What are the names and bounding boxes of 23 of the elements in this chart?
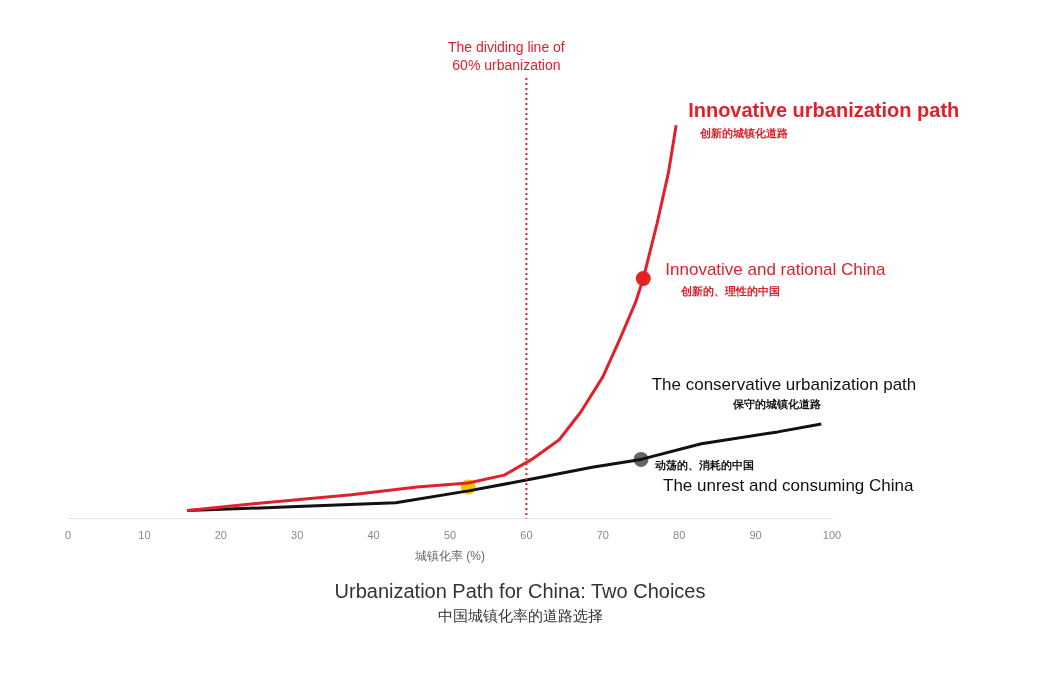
annotation: Innovative urbanization path [688, 99, 960, 122]
x-tick-label: 40 [367, 529, 380, 542]
x-tick-label: 50 [443, 529, 457, 542]
annotation: 创新的城镇化道路 [699, 127, 789, 141]
annotation: The unrest and consuming China [663, 476, 914, 496]
x-tick-label: 10 [138, 529, 151, 542]
annotation: Innovative and rational China [665, 259, 887, 279]
x-tick-label: 70 [596, 529, 609, 542]
text: Urbanization Path for China: Two Choices [333, 580, 707, 603]
annotation: 创新的、理性的中国 [680, 284, 781, 297]
x-axis-title: 城镇化率 (%) [414, 549, 485, 564]
x-tick-label: 100 [822, 529, 842, 542]
x-tick-label: 90 [749, 529, 762, 542]
annotation: The conservative urbanization path [651, 375, 917, 395]
annotation: 动荡的、消耗的中国 [654, 459, 754, 472]
annotation: 保守的城镇化道路 [732, 398, 822, 412]
x-tick-label: 20 [214, 529, 227, 542]
x-tick-label: 80 [673, 529, 686, 542]
ref-line-label: The dividing line of 60% urbanization [448, 39, 565, 73]
x-tick-label: 0 [64, 529, 72, 542]
x-tick-label: 60 [520, 529, 533, 542]
x-tick-label: 30 [291, 529, 304, 542]
text: 中国城镇化率的道路选择 [436, 607, 604, 626]
